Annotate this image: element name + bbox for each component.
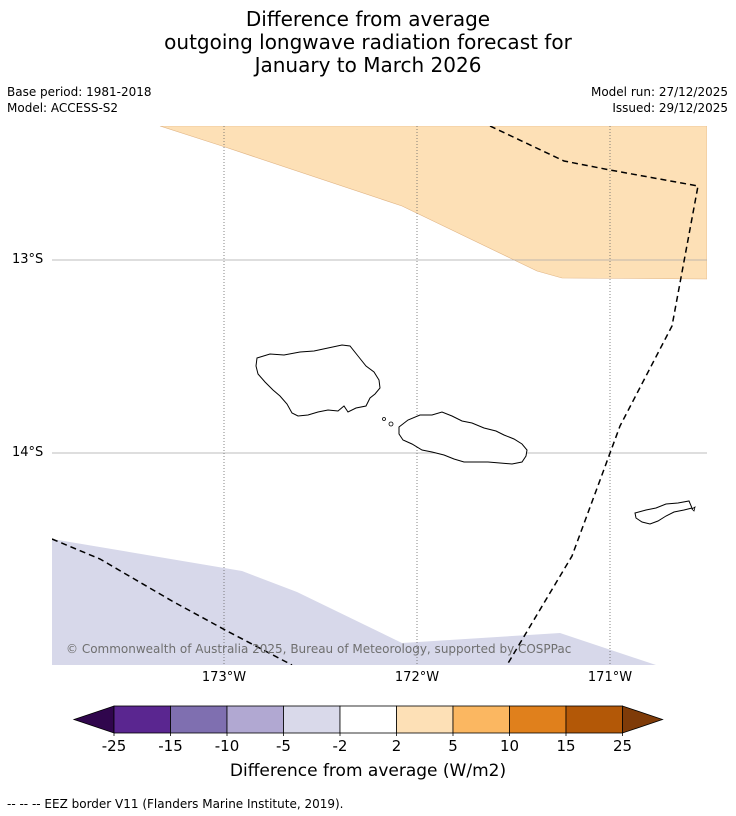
colorbar: -25 -15 -10 -5 -2 2 5 10 15 25 xyxy=(72,705,664,755)
lon-label-173w: 173°W xyxy=(201,670,247,685)
colorbar-tick-label: -15 xyxy=(158,737,183,755)
colorbar-segment xyxy=(509,705,567,734)
title-line-2: outgoing longwave radiation forecast for xyxy=(164,30,572,54)
colorbar-tick-label: -2 xyxy=(333,737,348,755)
island-tutuila xyxy=(634,500,693,525)
copyright-notice: © Commonwealth of Australia 2025, Bureau… xyxy=(66,642,572,656)
issued-date: Issued: 29/12/2025 xyxy=(612,101,728,115)
lon-label-171w: 171°W xyxy=(587,670,633,685)
negative-anomaly-region xyxy=(52,539,656,665)
base-period: Base period: 1981-2018 xyxy=(7,85,152,99)
colorbar-segment xyxy=(565,705,623,734)
colorbar-segment xyxy=(113,705,171,734)
meta-right: Model run: 27/12/2025 Issued: 29/12/2025 xyxy=(591,84,728,116)
colorbar-tick-label: 5 xyxy=(448,737,458,755)
colorbar-tick-label: 25 xyxy=(613,737,632,755)
lon-label-172w: 172°W xyxy=(394,670,440,685)
colorbar-segment xyxy=(339,705,397,734)
colorbar-tick-label: -10 xyxy=(215,737,240,755)
colorbar-extend-low xyxy=(72,705,115,734)
colorbar-label: Difference from average (W/m2) xyxy=(229,761,507,781)
colorbar-tick-label: 2 xyxy=(392,737,402,755)
island-savaii xyxy=(255,344,381,417)
meta-left: Base period: 1981-2018 Model: ACCESS-S2 xyxy=(7,84,152,116)
island-apolima xyxy=(382,417,386,421)
colorbar-tick-label: 10 xyxy=(500,737,519,755)
model-name: Model: ACCESS-S2 xyxy=(7,101,119,115)
colorbar-segment xyxy=(283,705,341,734)
lat-label-14s: 14°S xyxy=(12,445,44,460)
colorbar-extend-high xyxy=(622,705,664,734)
model-run: Model run: 27/12/2025 xyxy=(590,85,728,99)
eez-legend: -- -- -- EEZ border V11 (Flanders Marine… xyxy=(7,797,344,811)
title-line-1: Difference from average xyxy=(245,7,491,31)
colorbar-tick-label: -25 xyxy=(102,737,127,755)
map-svg xyxy=(52,126,707,665)
island-upolu xyxy=(398,411,528,465)
eez-border-southwest xyxy=(52,538,293,665)
colorbar-segment xyxy=(170,705,228,734)
colorbar-segment xyxy=(396,705,454,734)
colorbar-tick-label: 15 xyxy=(556,737,575,755)
map-panel xyxy=(52,126,707,665)
colorbar-segment xyxy=(226,705,284,734)
colorbar-tick-label: -5 xyxy=(276,737,291,755)
island-manono xyxy=(388,421,394,427)
positive-anomaly-region xyxy=(159,126,707,280)
chart-title: Difference from average outgoing longwav… xyxy=(0,8,736,77)
island-aunuu xyxy=(691,506,696,512)
colorbar-segment xyxy=(452,705,510,734)
title-line-3: January to March 2026 xyxy=(254,53,482,77)
lat-label-13s: 13°S xyxy=(12,252,44,267)
